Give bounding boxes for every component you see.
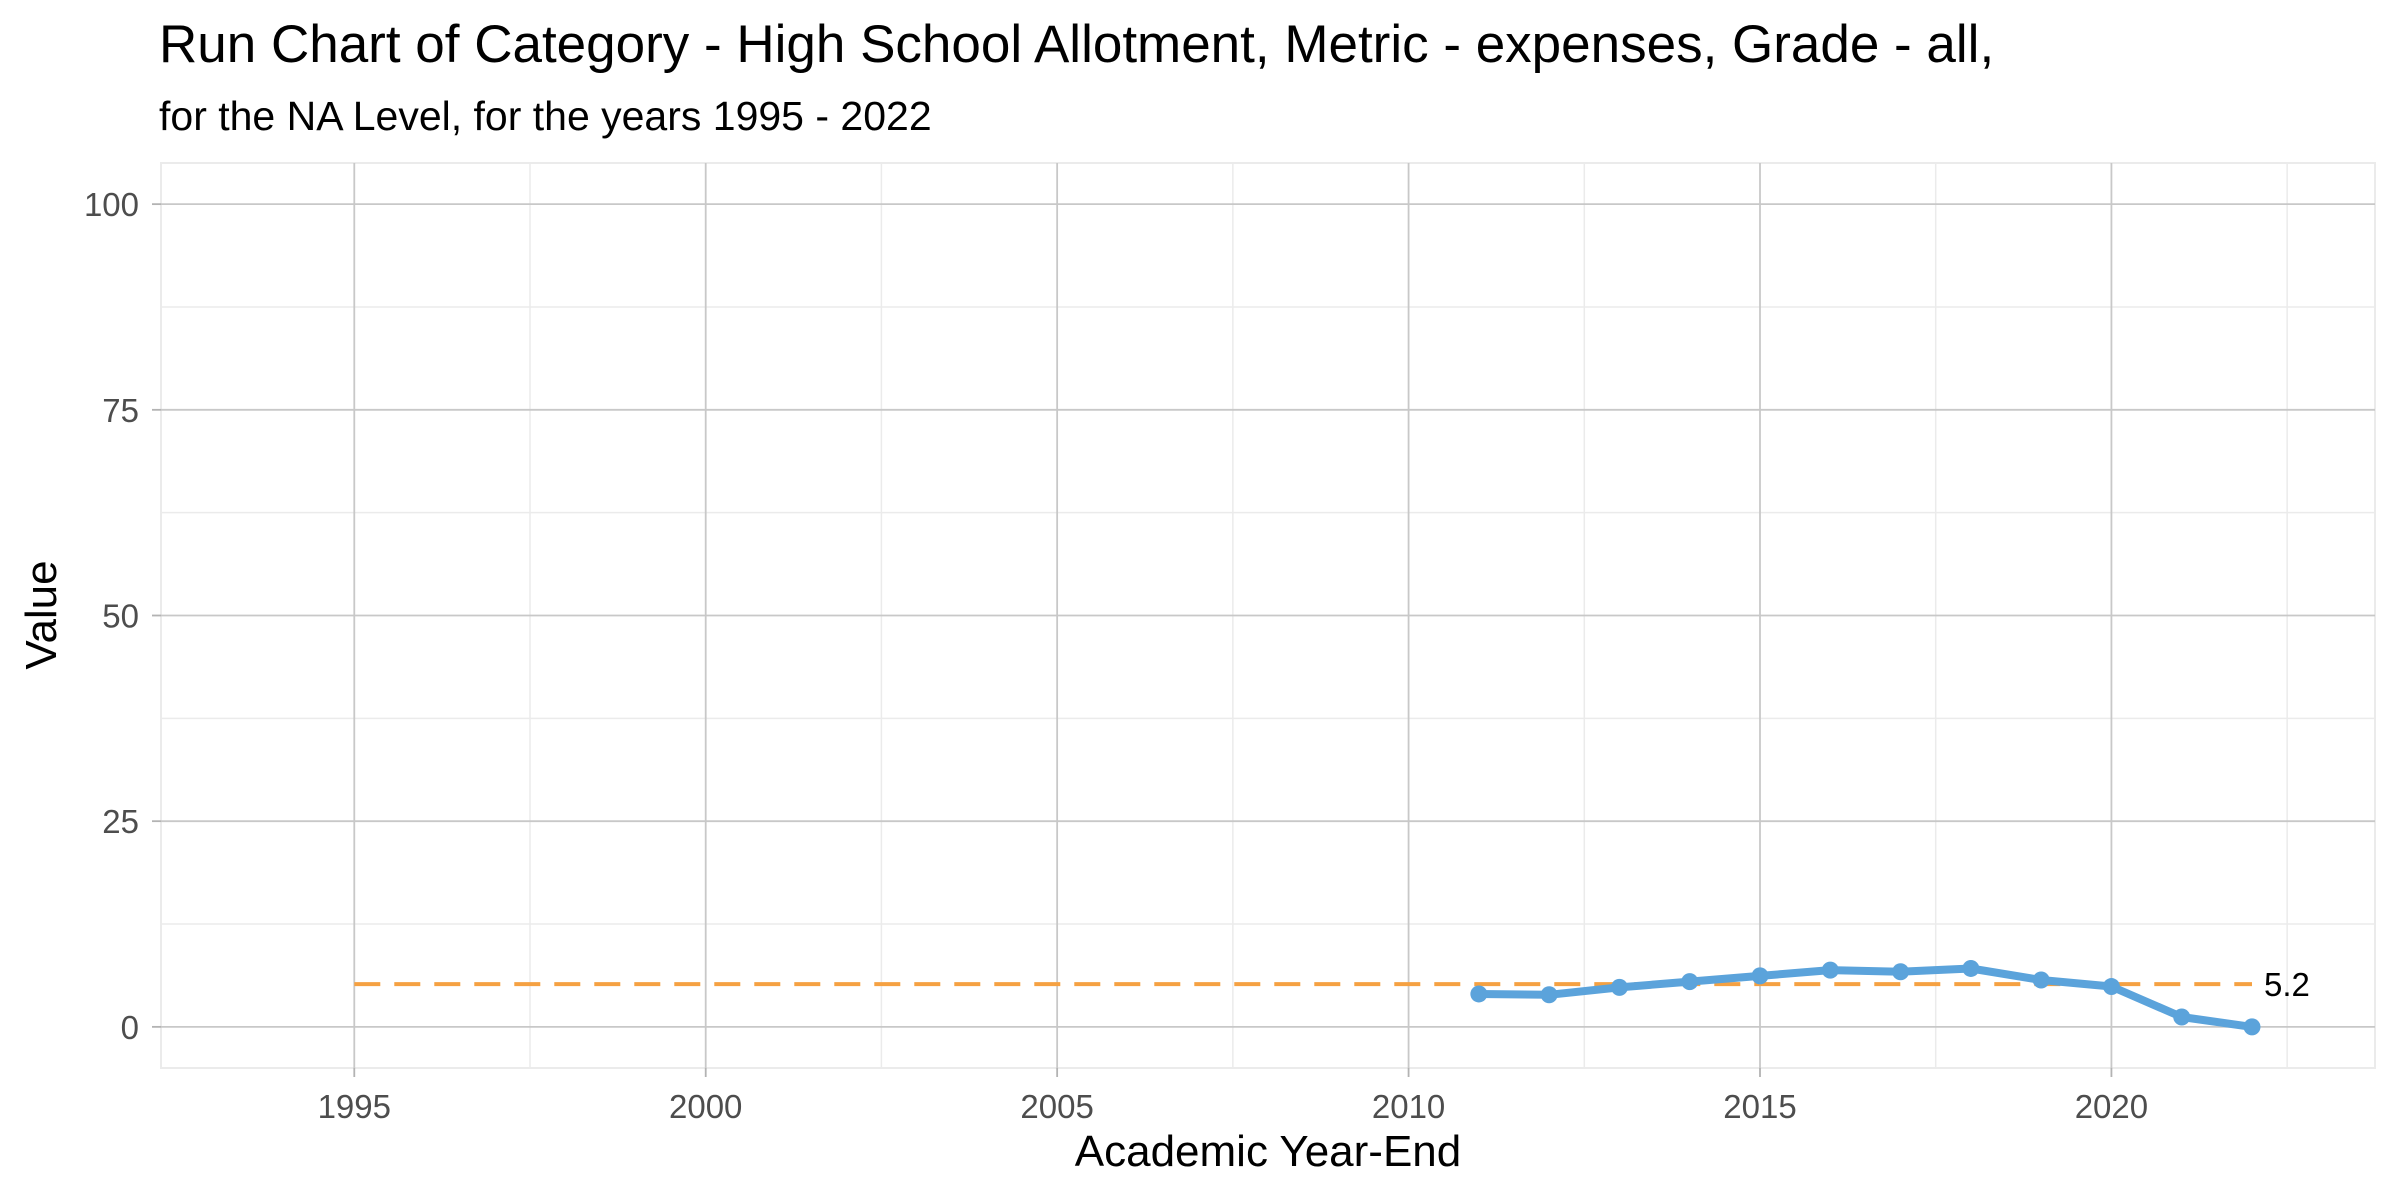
x-tick-label: 2020: [2075, 1088, 2148, 1125]
data-point: [2173, 1008, 2191, 1026]
axis-ticks: [152, 203, 2113, 1077]
data-point: [2032, 971, 2050, 989]
x-tick-label: 2015: [1723, 1088, 1796, 1125]
y-tick-label: 75: [102, 392, 139, 429]
data-point: [1821, 961, 1839, 979]
data-point: [2243, 1018, 2261, 1036]
y-tick-label: 0: [121, 1009, 139, 1046]
x-axis-title: Academic Year-End: [1075, 1127, 1461, 1176]
chart-subtitle: for the NA Level, for the years 1995 - 2…: [159, 93, 932, 139]
x-tick-label: 2005: [1020, 1088, 1093, 1125]
data-point: [2102, 978, 2120, 996]
reference-line-layer: 5.2: [354, 966, 2310, 1003]
chart-title: Run Chart of Category - High School Allo…: [159, 15, 1994, 74]
reference-line-label: 5.2: [2264, 966, 2310, 1003]
series-layer: [1470, 959, 2261, 1036]
y-axis-title: Value: [17, 560, 66, 669]
x-tick-label: 2000: [669, 1088, 742, 1125]
data-point: [1610, 978, 1628, 996]
data-point: [1892, 963, 1910, 981]
x-tick-label: 2010: [1372, 1088, 1445, 1125]
data-point: [1681, 973, 1699, 991]
y-tick-label: 50: [102, 598, 139, 635]
data-point: [1540, 986, 1558, 1004]
axis-tick-labels: 1995 2000 2005 2010 2015 2020 0 25 50 75 100: [84, 186, 2148, 1125]
y-tick-label: 100: [84, 186, 139, 223]
major-gridlines: [161, 163, 2375, 1068]
data-point: [1962, 959, 1980, 977]
data-point: [1751, 967, 1769, 985]
data-point: [1470, 985, 1488, 1003]
x-tick-label: 1995: [318, 1088, 391, 1125]
series-line: [1474, 964, 2256, 1031]
minor-gridlines: [161, 163, 2375, 1068]
y-tick-label: 25: [102, 803, 139, 840]
